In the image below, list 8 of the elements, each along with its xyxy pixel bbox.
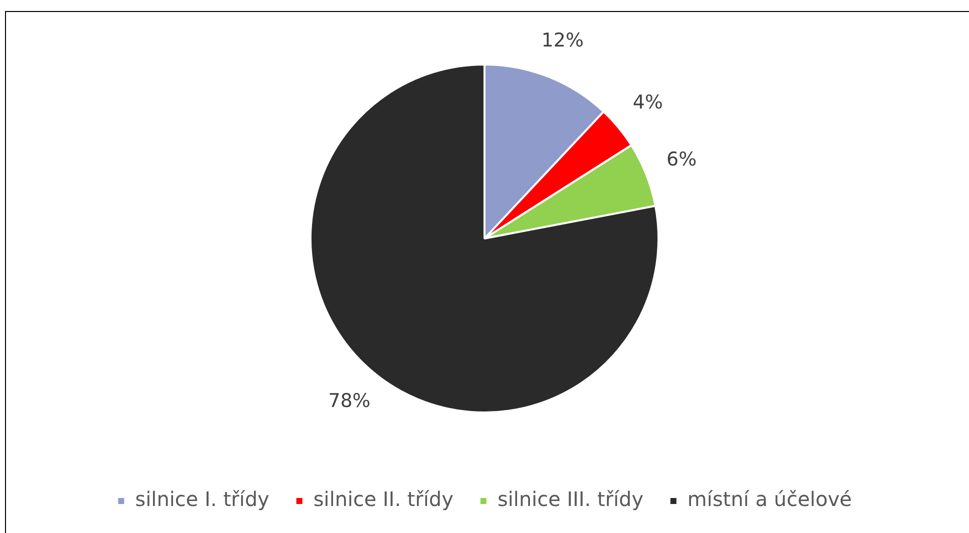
legend-label: místní a účelové <box>687 487 852 512</box>
data-label: 12% <box>541 29 584 52</box>
legend-label: silnice III. třídy <box>497 487 644 512</box>
data-label: 78% <box>328 390 370 412</box>
legend-label: silnice II. třídy <box>313 487 454 512</box>
data-label: 6% <box>666 148 697 170</box>
legend-label: silnice I. třídy <box>135 487 270 512</box>
data-label: 4% <box>632 91 663 114</box>
